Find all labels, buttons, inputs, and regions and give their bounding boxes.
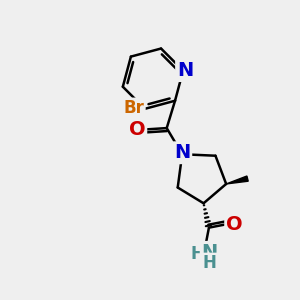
Text: N: N (202, 243, 218, 262)
Text: N: N (177, 61, 193, 80)
Polygon shape (226, 176, 248, 184)
Text: O: O (129, 120, 145, 139)
Text: H: H (191, 245, 205, 263)
Text: N: N (174, 143, 190, 162)
Text: Br: Br (123, 99, 144, 117)
Text: O: O (226, 214, 243, 234)
Text: H: H (203, 254, 217, 272)
